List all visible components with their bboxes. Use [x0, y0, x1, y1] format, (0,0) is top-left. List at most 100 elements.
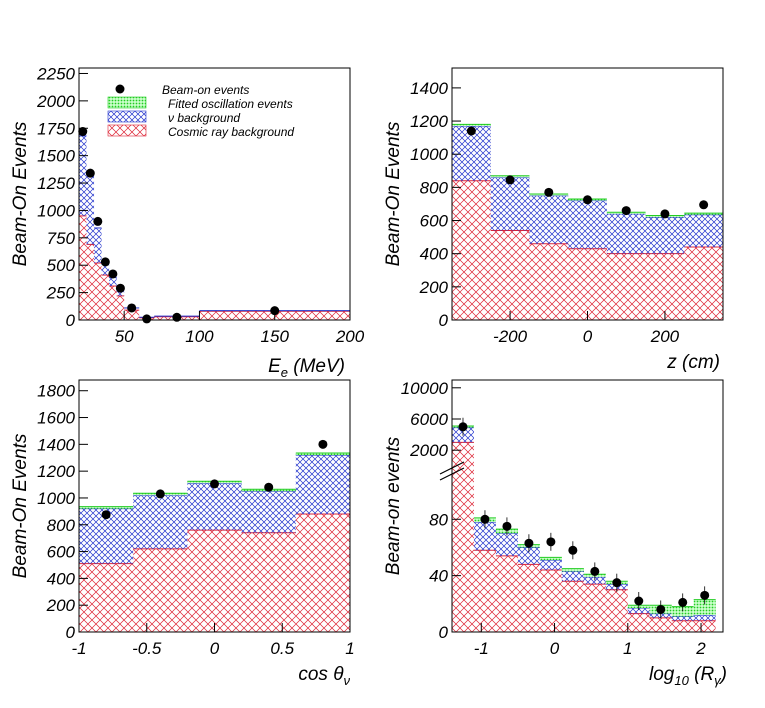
z-position-histogram: 0 200 400 600 800 1000 1200 1400 -200 0 200 Beam-On…: [383, 67, 724, 346]
bar-nu: [517, 547, 540, 565]
bar-nu: [495, 533, 518, 556]
y-axis-label: Beam-on events: [383, 436, 404, 575]
cos-theta-histogram: 0 200 400 600 800 1000 1200 1400 1600 1800 -1 -0.5 0…: [10, 379, 355, 658]
y-tick-label: 200: [419, 278, 449, 297]
x-tick-label: -0.5: [132, 639, 162, 658]
x-tick-label: 0: [583, 327, 593, 346]
x-tick-label: 150: [261, 327, 290, 346]
bar-cosmic: [627, 613, 650, 632]
y-tick-label: 80: [429, 510, 448, 529]
bar-signal: [561, 568, 584, 572]
data-point: [480, 514, 490, 524]
y-tick-label: 1000: [37, 489, 75, 508]
data-point: [210, 479, 219, 489]
legend: Beam-on events Fitted oscillation events…: [107, 83, 294, 139]
x-tick-label: 200: [335, 327, 365, 346]
bar-nu: [693, 615, 716, 621]
x-tick-label: 2: [695, 639, 706, 658]
data-point: [568, 545, 578, 555]
bar-cosmic: [94, 263, 102, 320]
y-tick-label: 500: [47, 256, 76, 275]
data-point: [108, 269, 118, 279]
bar-cosmic: [295, 514, 350, 632]
data-point: [101, 510, 111, 520]
y-tick-label: 400: [47, 569, 76, 588]
bar-signal: [295, 453, 350, 456]
bar-nu: [490, 177, 530, 231]
data-point: [612, 578, 622, 588]
y-tick-label: 0: [439, 623, 449, 642]
x-tick-label: 50: [115, 327, 134, 346]
y-tick-label: 250: [46, 284, 76, 303]
bar-nu: [79, 135, 87, 216]
energy-histogram: 0 250 500 750 1000 1250 1500 1750 2000 2250 50 100 1…: [10, 64, 365, 346]
x-tick-label: 0.5: [270, 639, 294, 658]
y-tick-label: 800: [47, 516, 76, 535]
bar-cosmic: [645, 253, 685, 320]
bar-cosmic: [529, 243, 569, 320]
x-tick-label: -1: [474, 639, 489, 658]
bar-nu: [684, 214, 723, 248]
y-tick-label: 600: [47, 543, 76, 562]
bar-signal: [79, 506, 134, 509]
bar-nu: [241, 491, 296, 533]
data-point: [85, 168, 95, 178]
data-point: [78, 127, 88, 137]
bar-nu: [529, 195, 569, 244]
legend-label-cosmic: Cosmic ray background: [168, 125, 294, 139]
y-tick-label: 2250: [36, 64, 75, 83]
bar-cosmic: [187, 530, 242, 632]
x-tick-label: 0: [210, 639, 220, 658]
bar-signal: [684, 213, 723, 215]
y-axis-label: Beam-On Events: [383, 121, 404, 266]
data-point: [505, 175, 515, 185]
data-point: [502, 521, 512, 531]
bar-nu: [627, 608, 650, 614]
bar-cosmic: [561, 581, 584, 632]
bar-nu: [568, 200, 607, 249]
bar-cosmic: [79, 563, 134, 632]
bar-nu: [101, 264, 110, 276]
data-point: [318, 439, 328, 449]
bar-nu: [94, 227, 102, 264]
bar-cosmic: [693, 620, 716, 632]
data-point: [155, 489, 165, 499]
data-point: [127, 303, 137, 313]
data-point: [466, 126, 476, 136]
bar-cosmic: [116, 295, 125, 320]
bar-cosmic: [452, 442, 474, 632]
x-tick-label: 200: [650, 327, 680, 346]
data-point: [100, 257, 110, 267]
plot-frame: [451, 379, 724, 633]
data-point: [115, 283, 125, 293]
data-point: [546, 537, 556, 547]
data-point: [583, 195, 592, 205]
y-tick-label: 1500: [37, 147, 75, 166]
y-tick-label: 1750: [37, 119, 75, 138]
x-tick-label: -1: [71, 639, 86, 658]
bar-cosmic: [79, 215, 87, 320]
axis-break-mark: [439, 467, 465, 481]
y-tick-label: 2000: [409, 441, 448, 460]
bar-nu: [606, 213, 646, 254]
bar-cosmic: [671, 620, 694, 632]
x-tick-label: 100: [185, 327, 214, 346]
bar-nu: [133, 495, 188, 549]
data-point: [590, 566, 600, 576]
data-point: [700, 590, 710, 600]
data-point: [458, 422, 468, 432]
bar-cosmic: [583, 584, 606, 632]
bar-cosmic: [452, 180, 491, 320]
bar-nu: [583, 577, 606, 585]
y-tick-label: 1250: [37, 174, 75, 193]
bar-cosmic: [539, 570, 562, 632]
y-tick-label: 800: [420, 178, 449, 197]
y-tick-label: 10000: [401, 379, 449, 398]
y-axis-label: Beam-On Events: [10, 121, 31, 266]
y-tick-label: 6000: [410, 410, 448, 429]
data-point: [270, 306, 280, 316]
y-tick-label: 0: [439, 311, 449, 330]
xlabel-log-r-gamma: log10 (Rγ): [649, 664, 727, 688]
legend-swatch-signal: [107, 96, 147, 109]
